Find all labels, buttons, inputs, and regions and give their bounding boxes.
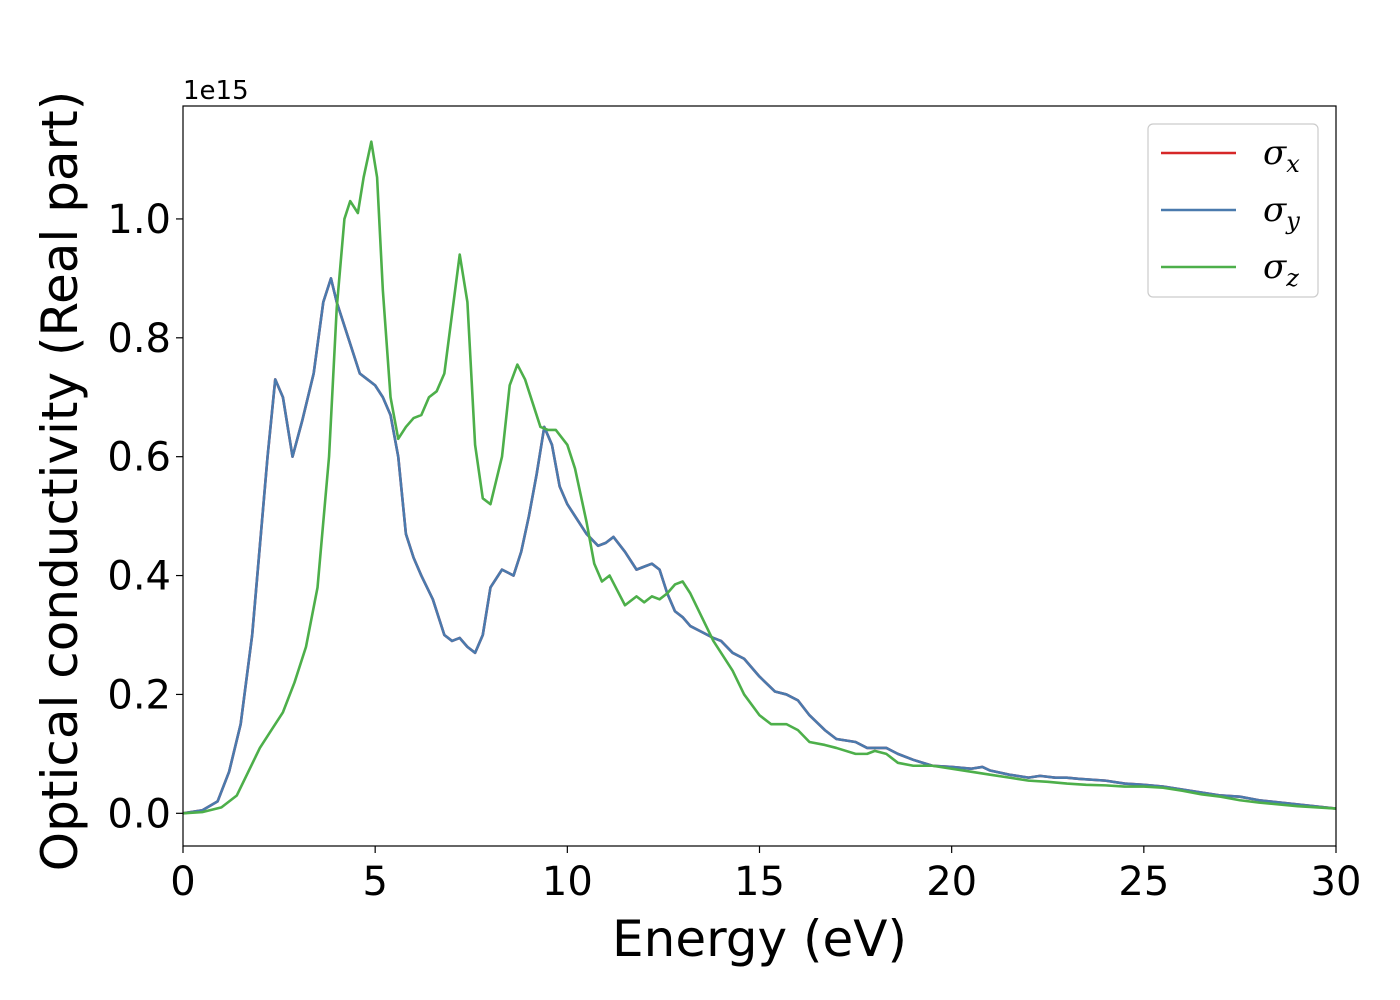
legend-label: σy — [1263, 190, 1300, 235]
legend-item-z: σz — [1161, 247, 1299, 292]
y-axis-label: Optical conductivity (Real part) — [31, 91, 89, 872]
x-axis-label: Energy (eV) — [612, 910, 907, 968]
x-tick-label: 30 — [1311, 859, 1362, 905]
series-line-y — [183, 277, 1336, 815]
y-axis-ticks: 0.0 0.2 0.4 0.6 0.8 1.0 — [107, 197, 183, 837]
x-tick-label: 15 — [734, 859, 785, 905]
x-axis-ticks: 0 5 10 15 20 25 30 — [170, 846, 1361, 905]
series-line-z — [183, 140, 1336, 815]
legend-label: σz — [1263, 247, 1299, 292]
y-axis-offset-label: 1e15 — [183, 76, 249, 106]
y-tick-label: 0.6 — [107, 435, 171, 481]
x-tick-label: 10 — [542, 859, 593, 905]
x-tick-label: 0 — [170, 859, 195, 905]
legend-label: σx — [1263, 133, 1300, 178]
y-tick-label: 0.2 — [107, 672, 171, 718]
x-tick-label: 20 — [926, 859, 977, 905]
x-tick-label: 25 — [1118, 859, 1169, 905]
x-tick-label: 5 — [362, 859, 387, 905]
legend-item-y: σy — [1161, 190, 1300, 235]
series-layer — [183, 140, 1336, 815]
y-tick-label: 1.0 — [107, 197, 171, 243]
y-tick-label: 0.8 — [107, 316, 171, 362]
y-tick-label: 0.0 — [107, 791, 171, 837]
y-tick-label: 0.4 — [107, 554, 171, 600]
legend-item-x: σx — [1161, 133, 1300, 178]
legend: σx σy σz — [1147, 123, 1319, 298]
